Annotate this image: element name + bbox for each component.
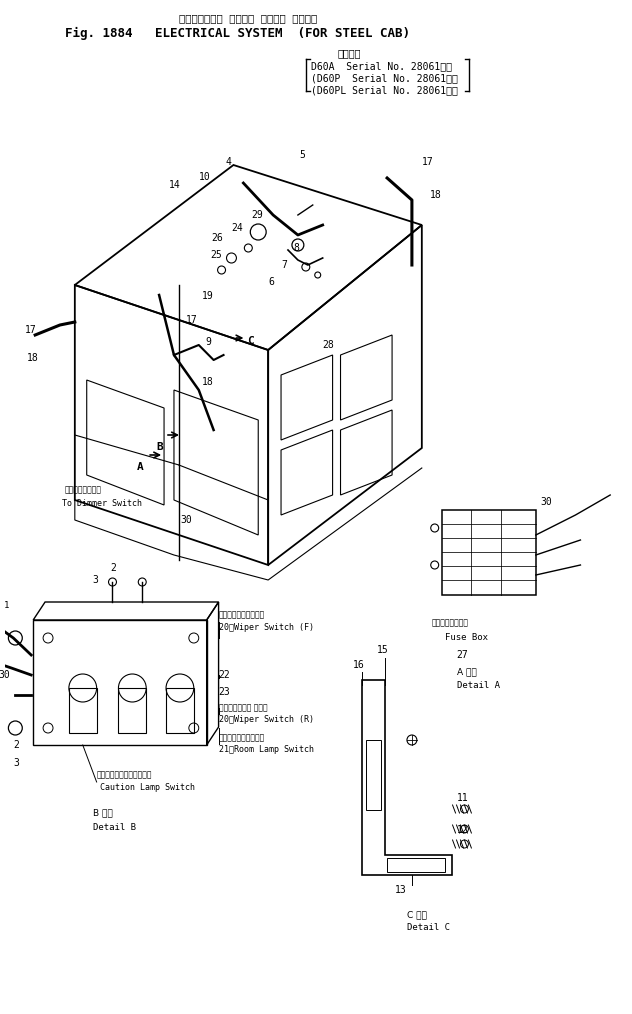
Text: 17: 17 (25, 325, 37, 335)
Text: 20、Wiper Switch (R): 20、Wiper Switch (R) (219, 716, 313, 724)
Text: 14: 14 (169, 180, 181, 190)
Text: To Dimmer Switch: To Dimmer Switch (62, 499, 142, 507)
Text: 28: 28 (323, 340, 334, 350)
Text: (D60PL Serial No. 28061～）: (D60PL Serial No. 28061～） (311, 85, 458, 95)
Text: 20、Wiper Switch (F): 20、Wiper Switch (F) (219, 624, 313, 633)
Text: 24: 24 (231, 223, 243, 233)
Text: 16: 16 (353, 660, 364, 670)
Text: 11: 11 (456, 793, 468, 803)
Text: 30: 30 (180, 515, 191, 525)
Text: 18: 18 (202, 377, 214, 387)
Text: Caution Lamp Switch: Caution Lamp Switch (100, 784, 195, 793)
Text: 4: 4 (226, 157, 231, 167)
Text: Fig. 1884   ELECTRICAL SYSTEM  (FOR STEEL CAB): Fig. 1884 ELECTRICAL SYSTEM (FOR STEEL C… (65, 27, 410, 41)
Text: 1: 1 (3, 600, 9, 609)
Text: A: A (137, 462, 144, 472)
Text: D60A  Serial No. 28061～）: D60A Serial No. 28061～） (311, 61, 452, 71)
Text: 9: 9 (205, 337, 212, 347)
Text: 18: 18 (430, 190, 442, 200)
Text: 2: 2 (111, 563, 116, 573)
Text: C 詳細: C 詳細 (407, 911, 427, 920)
Text: C: C (247, 336, 254, 346)
Text: 18: 18 (27, 353, 39, 363)
Text: Detail C: Detail C (407, 924, 450, 933)
Text: 13: 13 (395, 885, 407, 895)
Text: 10: 10 (198, 172, 210, 182)
Text: 2: 2 (13, 740, 19, 750)
Text: 19: 19 (202, 291, 214, 301)
Text: 26: 26 (212, 233, 223, 243)
Text: 8: 8 (293, 243, 299, 254)
Text: 12: 12 (456, 825, 468, 835)
Text: ワイパスイッチ （後）: ワイパスイッチ （後） (219, 704, 267, 713)
Text: Fuse Box: Fuse Box (445, 633, 488, 642)
Text: コーションランプスイッチ: コーションランプスイッチ (97, 771, 152, 780)
Text: 17: 17 (186, 315, 198, 325)
Text: ワイパスイッチ（前）: ワイパスイッチ（前） (219, 610, 265, 620)
Text: (D60P  Serial No. 28061～）: (D60P Serial No. 28061～） (311, 73, 458, 83)
Text: 22: 22 (219, 670, 230, 680)
Text: ヒューズボックス: ヒューズボックス (432, 619, 469, 628)
Text: 17: 17 (422, 157, 434, 167)
Text: 6: 6 (268, 277, 274, 287)
Text: 29: 29 (252, 210, 263, 220)
Text: 15: 15 (377, 645, 389, 655)
Text: 7: 7 (281, 260, 287, 270)
Text: 25: 25 (210, 250, 222, 260)
Text: 27: 27 (456, 650, 468, 660)
Text: 適用号機: 適用号機 (337, 48, 361, 58)
Text: B: B (156, 442, 163, 452)
Text: ディマスイッチへ: ディマスイッチへ (65, 486, 102, 495)
Text: 5: 5 (299, 150, 305, 160)
Text: エレクトリカル  システム  スチール  キャブ用: エレクトリカル システム スチール キャブ用 (179, 13, 317, 23)
Text: 21、Room Lamp Switch: 21、Room Lamp Switch (219, 745, 313, 754)
Text: Detail A: Detail A (456, 680, 499, 690)
Text: B 詳細: B 詳細 (93, 808, 112, 817)
Bar (442, 510, 536, 595)
Text: 30: 30 (0, 670, 10, 680)
Text: Detail B: Detail B (93, 822, 136, 831)
Text: 3: 3 (93, 575, 99, 585)
Text: 30: 30 (541, 497, 552, 507)
Text: A 詳細: A 詳細 (456, 667, 477, 676)
Text: 23: 23 (219, 687, 230, 697)
Text: 3: 3 (13, 758, 19, 768)
Text: ルームランプスイッチ: ルームランプスイッチ (219, 733, 265, 742)
